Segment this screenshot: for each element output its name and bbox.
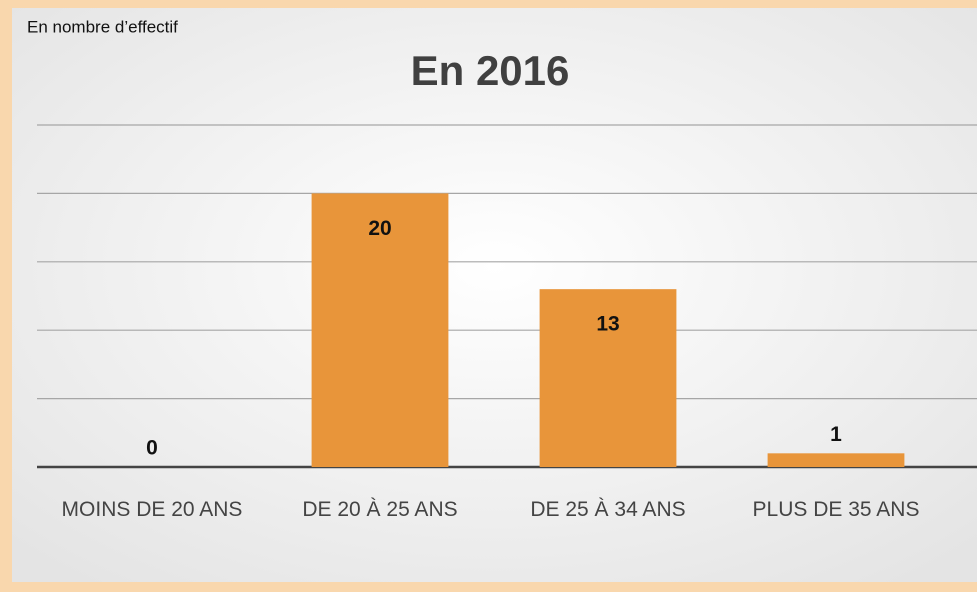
x-tick-label: DE 20 À 25 ANS <box>302 498 458 521</box>
x-tick-label: MOINS DE 20 ANS <box>61 498 243 521</box>
chart-title: En 2016 <box>411 47 570 94</box>
data-label: 0 <box>146 437 158 460</box>
data-label: 13 <box>596 313 619 336</box>
bar <box>767 453 905 467</box>
data-label: 1 <box>830 423 842 446</box>
bar <box>539 289 677 467</box>
data-label: 20 <box>368 217 391 240</box>
bar <box>311 193 449 467</box>
subtitle: En nombre d’effectif <box>27 17 178 36</box>
plot-background <box>12 8 977 582</box>
x-tick-label: PLUS DE 35 ANS <box>752 498 920 521</box>
x-tick-label: DE 25 À 34 ANS <box>530 498 686 521</box>
